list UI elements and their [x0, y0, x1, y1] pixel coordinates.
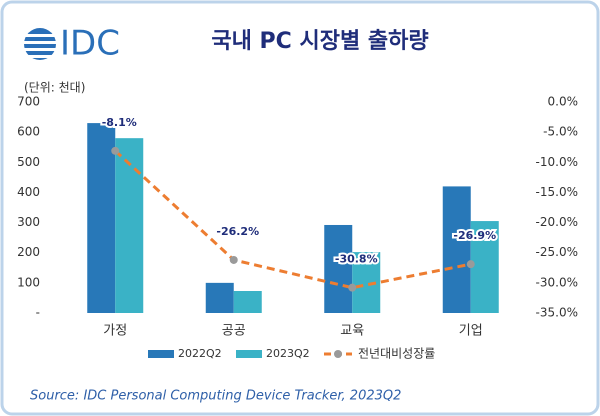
y-tick-label: 100 [17, 275, 40, 289]
y-tick-label: 400 [17, 185, 40, 199]
bar [233, 290, 262, 313]
x-tick-label: 기업 [459, 324, 483, 339]
y-tick-label: 200 [17, 245, 40, 259]
legend-item: 전년대비성장률 [324, 347, 435, 361]
y2-tick-label: -25.0% [536, 245, 578, 259]
y-tick-label: 700 [17, 95, 40, 109]
bar [87, 123, 116, 313]
bar [115, 138, 144, 313]
y-tick-label: 600 [17, 125, 40, 139]
source: Source: IDC Personal Computing Device Tr… [30, 389, 401, 404]
data-label: -30.8% [335, 253, 378, 266]
legend-swatch [334, 350, 342, 358]
y-axis-label: (단위: 천대) [24, 80, 85, 95]
y-tick-label: - [36, 306, 40, 320]
legend-item: 2022Q2 [148, 347, 222, 360]
chart-title: 국내 PC 시장별 출하량 [211, 29, 428, 54]
x-tick-label: 공공 [222, 324, 246, 339]
growth-marker [466, 260, 475, 269]
logo-text: IDC [60, 24, 120, 64]
legend-item: 2023Q2 [236, 347, 310, 360]
data-label: -26.9% [453, 229, 496, 242]
growth-marker [229, 255, 238, 264]
y2-tick-label: -15.0% [536, 185, 578, 199]
legend-label: 2022Q2 [178, 347, 222, 360]
bar [442, 186, 471, 313]
y2-tick-label: -30.0% [536, 275, 578, 289]
bar [324, 224, 353, 313]
legend-swatch [148, 350, 174, 358]
data-label: -26.2% [216, 225, 259, 238]
y-tick-label: 500 [17, 155, 40, 169]
y2-tick-label: -10.0% [536, 155, 578, 169]
bar [205, 282, 234, 313]
legend-label: 전년대비성장률 [358, 347, 435, 361]
y2-tick-label: -20.0% [536, 215, 578, 229]
bar [470, 221, 499, 313]
legend-label: 2023Q2 [266, 347, 310, 360]
legend-swatch [236, 350, 262, 358]
data-label: -8.1% [102, 116, 137, 129]
y2-tick-label: -35.0% [536, 306, 578, 320]
growth-marker [348, 283, 357, 292]
y2-tick-label: 0.0% [548, 95, 579, 109]
y-tick-label: 300 [17, 215, 40, 229]
y2-tick-label: -5.0% [543, 125, 578, 139]
x-tick-label: 교육 [340, 324, 364, 339]
x-tick-label: 가정 [103, 324, 127, 339]
growth-marker [111, 146, 120, 155]
growth-line [114, 149, 472, 290]
logo-mark [22, 28, 58, 60]
